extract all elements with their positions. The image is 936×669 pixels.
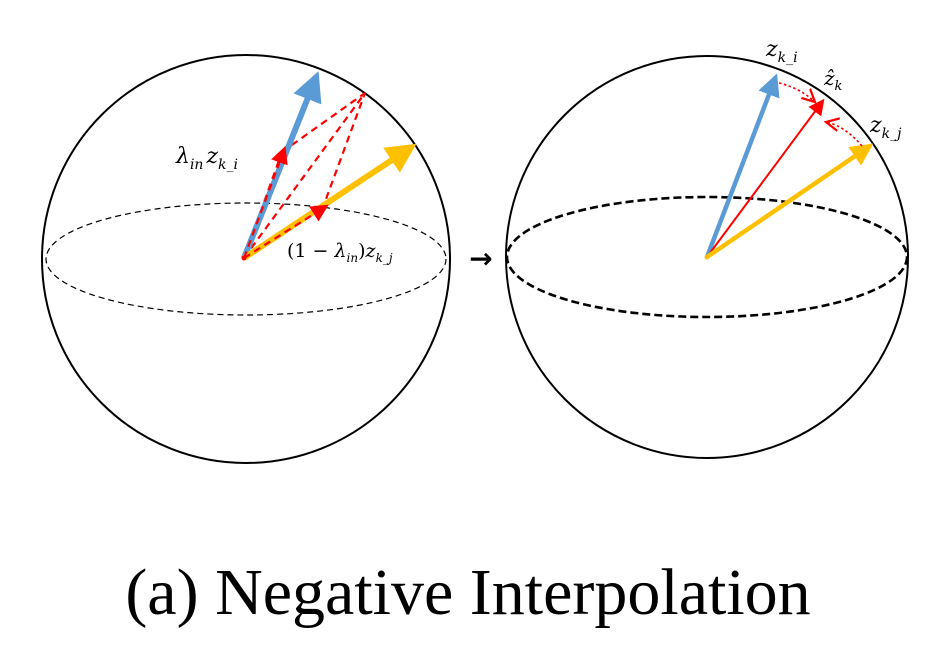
right-dotted-arrow-from-zj bbox=[826, 122, 863, 147]
left-sphere-equator bbox=[45, 202, 447, 316]
left-sphere-outline bbox=[41, 54, 451, 464]
right-sphere: zk_i ẑk zk_j bbox=[505, 37, 909, 459]
label-lambda-zi: λin zk_i bbox=[175, 144, 238, 173]
left-dashed-diagonal bbox=[243, 92, 366, 259]
left-dashed-right bbox=[320, 92, 367, 211]
right-vector-zj bbox=[705, 143, 874, 259]
right-origin-point bbox=[704, 254, 710, 260]
label-right-zj: zk_j bbox=[869, 113, 902, 142]
right-vector-zi bbox=[704, 73, 780, 258]
left-dashed-top bbox=[281, 92, 366, 153]
right-vector-zhat bbox=[706, 98, 825, 258]
label-one-minus-lambda-zj: (1 − λin)zk_j bbox=[287, 240, 393, 265]
right-dotted-arrow-from-zi bbox=[778, 82, 815, 102]
right-sphere-equator bbox=[505, 195, 909, 319]
left-vector-zi bbox=[241, 71, 322, 260]
left-sphere: λin zk_i (1 − λin)zk_j bbox=[41, 54, 451, 464]
left-scaled-zj-vector bbox=[243, 204, 329, 259]
label-right-zhat: ẑk bbox=[823, 66, 843, 94]
transition-arrow: → bbox=[469, 242, 492, 275]
left-origin-point bbox=[241, 255, 247, 261]
figure-caption: (a) Negative Interpolation bbox=[125, 556, 811, 629]
label-right-zi: zk_i bbox=[765, 37, 798, 66]
